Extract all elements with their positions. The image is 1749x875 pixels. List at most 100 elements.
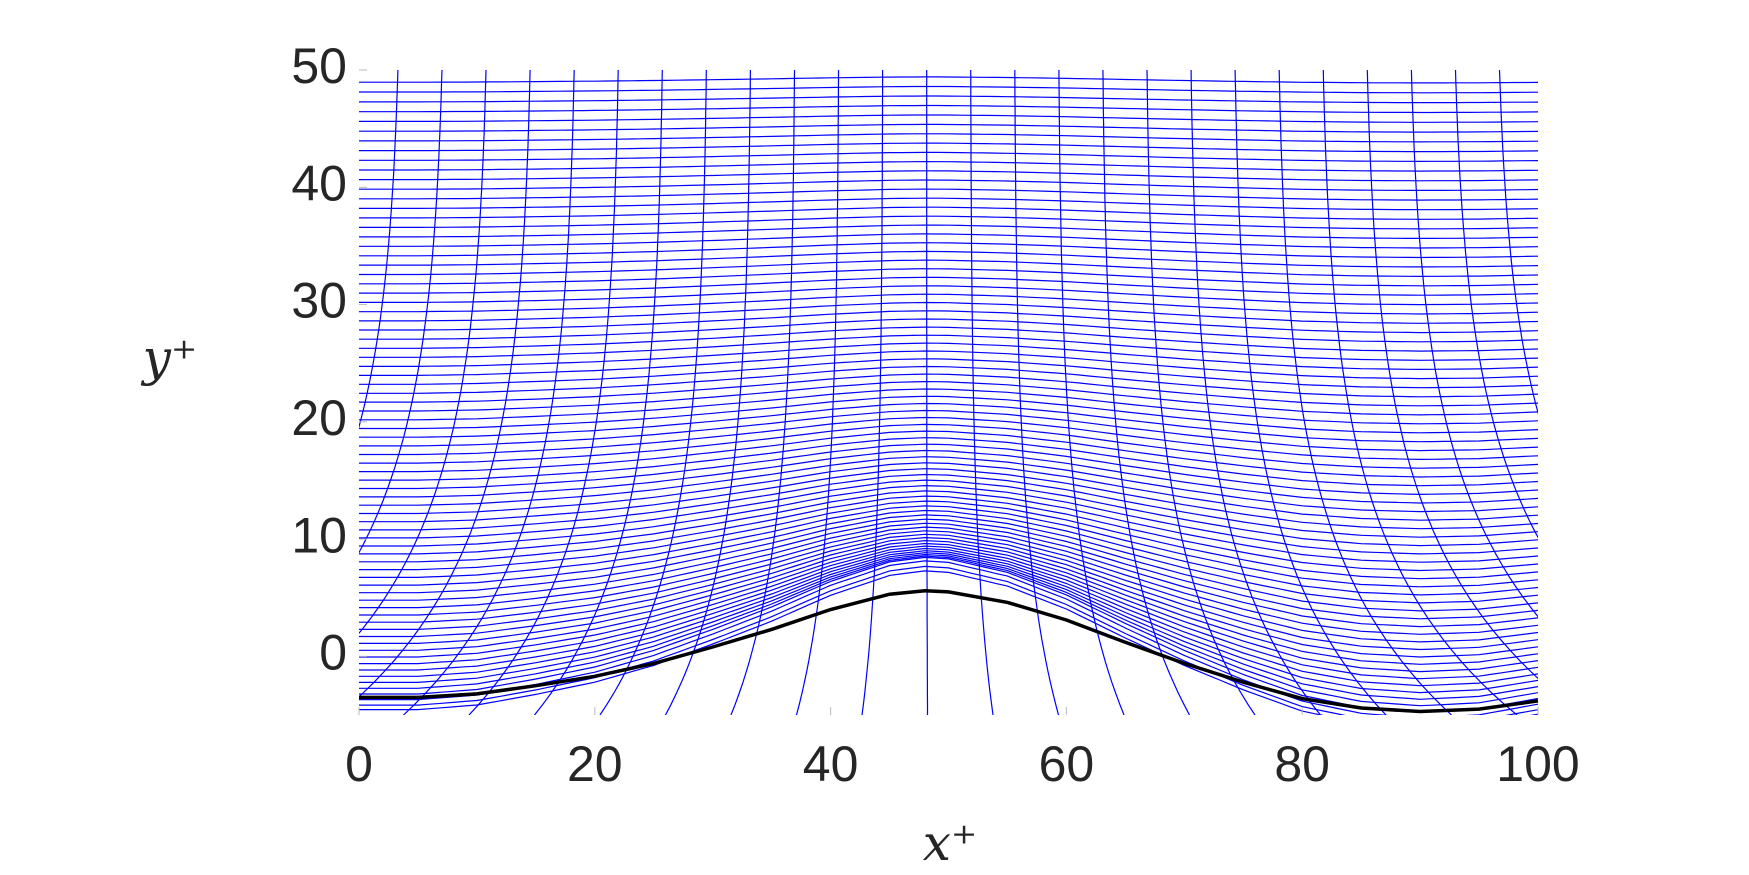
mesh-line (970, 70, 994, 715)
mesh-line (359, 268, 1538, 287)
mesh-line (359, 224, 1538, 239)
mesh-line (359, 462, 1538, 521)
mesh-line (359, 170, 1538, 182)
mesh-line (359, 443, 1538, 496)
mesh-line (359, 250, 1538, 268)
x-tick-label: 100 (1496, 736, 1579, 792)
mesh-line (359, 509, 1538, 596)
mesh-line (359, 416, 1538, 461)
mesh (359, 70, 1749, 715)
mesh-line (359, 85, 1538, 94)
mesh-line (359, 70, 487, 635)
mesh-line (1102, 70, 1191, 715)
mesh-line (359, 318, 1538, 343)
mesh-line (1366, 70, 1538, 680)
y-tick-label: 40 (291, 155, 347, 211)
mesh-line (359, 310, 1538, 334)
y-tick-label: 0 (319, 625, 347, 681)
mesh-line (359, 242, 1538, 259)
mesh-line (359, 500, 1538, 580)
mesh-line (359, 518, 1538, 612)
mesh-line (359, 437, 1538, 487)
mesh-line (359, 555, 1538, 707)
mesh-line (359, 334, 1538, 361)
mesh-line (359, 380, 1538, 416)
mesh-line (1544, 70, 1749, 715)
x-tick-label: 20 (567, 736, 623, 792)
mesh-line (359, 388, 1538, 425)
mesh-line (359, 233, 1538, 249)
mesh-line (468, 70, 619, 715)
mesh-line (359, 542, 1538, 665)
mesh-line (359, 160, 1538, 172)
mesh-line (1058, 70, 1125, 715)
mesh-line (403, 70, 575, 715)
mesh-line (359, 409, 1538, 452)
mesh-line (1146, 70, 1256, 715)
mesh-line (359, 365, 1538, 398)
x-tick-label: 0 (345, 736, 373, 792)
mesh-line (534, 70, 663, 715)
mesh-line (359, 533, 1538, 643)
mesh-line (359, 423, 1538, 469)
mesh-line (926, 70, 929, 715)
mesh-line (359, 326, 1538, 352)
mesh-line (359, 550, 1538, 687)
mesh-line (359, 70, 443, 554)
mesh-line (1410, 70, 1538, 618)
mesh-line (359, 70, 531, 698)
mesh-line (359, 545, 1538, 673)
mesh-line (359, 114, 1538, 123)
mesh-line (359, 495, 1538, 572)
mesh-line (1322, 70, 1518, 715)
mesh-line (359, 142, 1538, 153)
mesh-line (359, 570, 1538, 715)
mesh-line (359, 70, 399, 429)
mesh-line (359, 373, 1538, 407)
mesh-line (359, 215, 1538, 230)
mesh-line (359, 536, 1538, 651)
y-axis-label: y⁺ (141, 329, 198, 387)
mesh-line (664, 70, 751, 715)
mesh-line (1278, 70, 1452, 715)
mesh-line (359, 179, 1538, 191)
mesh-line (359, 151, 1538, 163)
y-tick-label: 20 (291, 390, 347, 446)
mesh-line (359, 285, 1538, 306)
mesh-line (359, 553, 1538, 700)
y-tick-label: 50 (291, 38, 347, 94)
mesh-line (359, 430, 1538, 478)
mesh-line (359, 468, 1538, 530)
mesh-line (359, 526, 1538, 628)
mesh-line (359, 560, 1538, 715)
mesh-line (359, 76, 1538, 84)
mesh-line (359, 188, 1538, 201)
mesh-line (359, 133, 1538, 143)
mesh-line (1190, 70, 1321, 715)
mesh-line (359, 259, 1538, 278)
mesh-line (359, 197, 1538, 211)
mesh-line (359, 479, 1538, 547)
mesh-line (359, 301, 1538, 324)
mesh-line (730, 70, 796, 715)
data-line (359, 588, 1539, 714)
mesh-line (1454, 70, 1538, 539)
mesh-line (359, 276, 1538, 296)
x-tick-label: 60 (1039, 736, 1095, 792)
mesh-line (359, 402, 1538, 443)
mesh-line (359, 350, 1538, 380)
y-tick-label: 30 (291, 273, 347, 329)
x-tick-label: 40 (803, 736, 859, 792)
mesh-line (1014, 70, 1060, 715)
y-tick-label: 10 (291, 507, 347, 563)
mesh-line (359, 473, 1538, 538)
mesh-line (359, 522, 1538, 620)
mesh-line (1234, 70, 1387, 715)
mesh-line (359, 490, 1538, 563)
mesh-line (359, 456, 1538, 513)
mesh-line (359, 505, 1538, 588)
mesh-line (359, 95, 1538, 104)
mesh-line (359, 530, 1538, 635)
mesh-line (359, 395, 1538, 434)
x-tick-label: 80 (1274, 736, 1330, 792)
